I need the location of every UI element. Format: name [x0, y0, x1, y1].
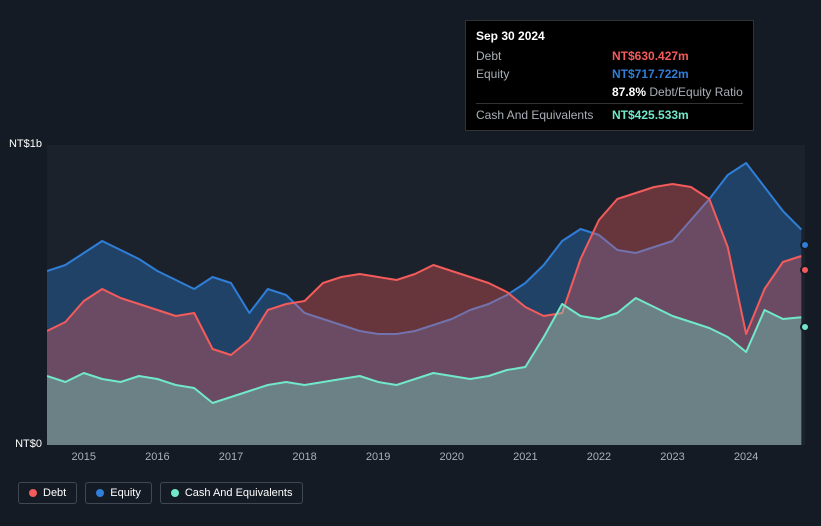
x-axis-label: 2020	[440, 451, 464, 463]
x-axis-label: 2018	[292, 451, 316, 463]
tooltip-date: Sep 30 2024	[476, 27, 743, 45]
x-axis-label: 2023	[660, 451, 684, 463]
debt-swatch-icon	[29, 489, 37, 497]
legend-item-equity[interactable]: Equity	[85, 482, 152, 504]
tooltip-debt-value: NT$630.427m	[612, 47, 689, 65]
x-axis-label: 2024	[734, 451, 758, 463]
tooltip-ratio-pct: 87.8%	[612, 85, 646, 99]
equity-swatch-icon	[96, 489, 104, 497]
legend-label: Equity	[110, 487, 141, 499]
end-marker-debt	[800, 265, 810, 275]
legend-label: Debt	[43, 487, 66, 499]
end-marker-equity	[800, 240, 810, 250]
cash-swatch-icon	[171, 489, 179, 497]
x-axis-label: 2021	[513, 451, 537, 463]
tooltip-equity-value: NT$717.722m	[612, 65, 689, 83]
legend-item-debt[interactable]: Debt	[18, 482, 77, 504]
end-marker-cash	[800, 322, 810, 332]
x-axis-label: 2017	[219, 451, 243, 463]
y-axis-label: NT$0	[0, 438, 42, 450]
x-axis-label: 2015	[72, 451, 96, 463]
y-axis-label: NT$1b	[0, 138, 42, 150]
tooltip-equity-label: Equity	[476, 65, 596, 83]
tooltip-cash-label: Cash And Equivalents	[476, 106, 596, 124]
legend-label: Cash And Equivalents	[185, 487, 293, 499]
chart-legend: Debt Equity Cash And Equivalents	[18, 482, 303, 504]
legend-item-cash[interactable]: Cash And Equivalents	[160, 482, 304, 504]
x-axis-label: 2022	[587, 451, 611, 463]
x-axis-label: 2019	[366, 451, 390, 463]
chart-tooltip: Sep 30 2024 Debt NT$630.427m Equity NT$7…	[465, 20, 754, 131]
tooltip-debt-label: Debt	[476, 47, 596, 65]
x-axis-label: 2016	[145, 451, 169, 463]
tooltip-ratio-label: Debt/Equity Ratio	[649, 85, 742, 99]
tooltip-cash-value: NT$425.533m	[612, 106, 689, 124]
